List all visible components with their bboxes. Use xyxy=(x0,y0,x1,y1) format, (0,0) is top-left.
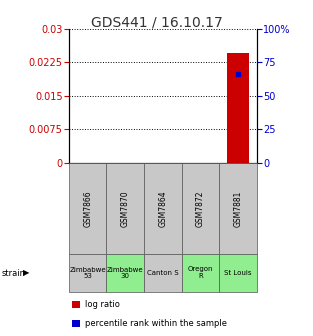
Text: Canton S: Canton S xyxy=(147,270,179,276)
Text: strain: strain xyxy=(2,268,26,278)
Text: St Louis: St Louis xyxy=(224,270,252,276)
Text: Oregon
R: Oregon R xyxy=(187,266,213,280)
Text: ▶: ▶ xyxy=(23,268,30,278)
Text: GSM7872: GSM7872 xyxy=(196,190,205,226)
Text: GSM7881: GSM7881 xyxy=(233,190,242,226)
Text: GSM7870: GSM7870 xyxy=(121,190,130,227)
Text: Zimbabwe
30: Zimbabwe 30 xyxy=(107,266,144,280)
Text: GSM7866: GSM7866 xyxy=(83,190,92,227)
Text: percentile rank within the sample: percentile rank within the sample xyxy=(85,319,227,328)
Bar xyxy=(227,53,249,163)
Text: GDS441 / 16.10.17: GDS441 / 16.10.17 xyxy=(91,15,222,29)
Text: Zimbabwe
53: Zimbabwe 53 xyxy=(69,266,106,280)
Text: log ratio: log ratio xyxy=(85,300,119,309)
Text: GSM7864: GSM7864 xyxy=(158,190,167,227)
